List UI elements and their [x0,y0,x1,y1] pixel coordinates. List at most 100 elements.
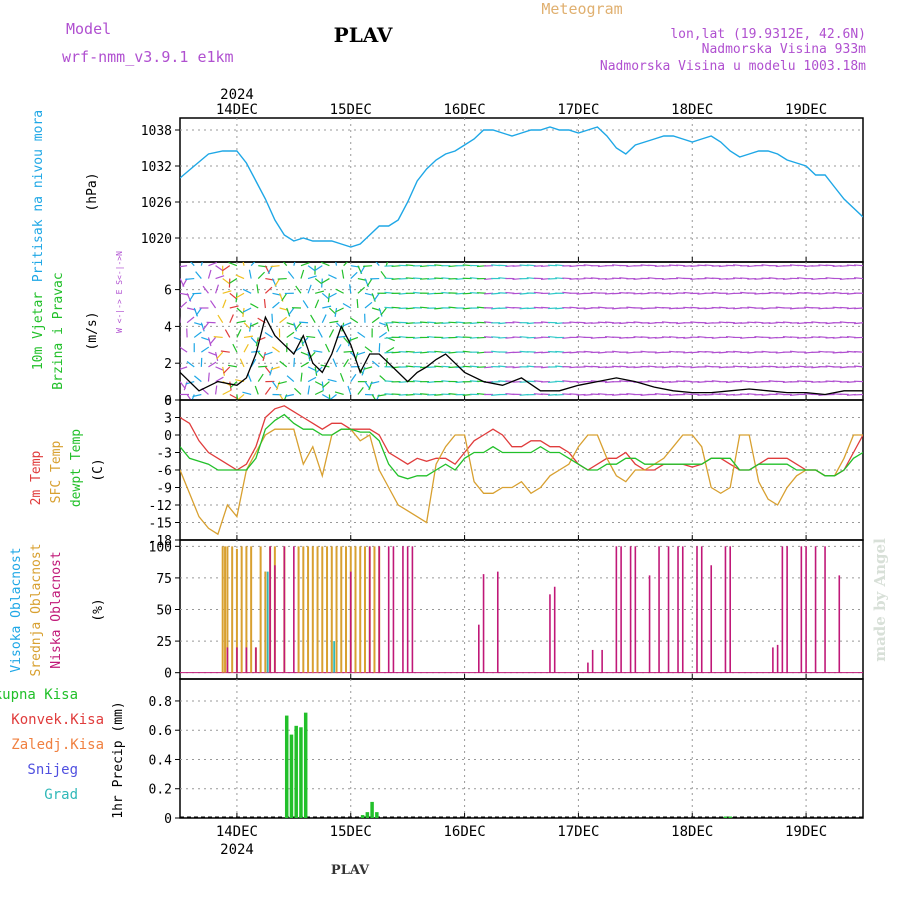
wind-barb [641,337,650,338]
precip-legend-snow: Snijeg [27,762,78,778]
wind-barb [185,279,194,280]
wind-barb [275,279,280,287]
wind-barb [676,265,685,266]
precip-bar [361,815,365,818]
wind-barb [406,394,415,395]
wind-barb [392,352,401,353]
wind-barb [441,366,450,367]
panel-body [172,257,863,404]
y-tick-label: 1032 [141,160,172,175]
wind-barb [237,329,241,337]
bottom-date-label: 16DEC [444,824,486,840]
wind-barb [392,394,401,395]
wind-barb [690,307,699,308]
wind-barb [655,381,664,382]
wind-barb [203,286,208,293]
wind-barb [216,377,224,381]
bottom-date-label: 14DEC [216,824,258,840]
cloud-ylabel-high: Visoka Oblacnost [9,547,24,672]
wind-barb [218,315,223,323]
bottom-date-label: 17DEC [557,824,599,840]
wind-barb [372,394,377,402]
wind-barb [323,382,330,388]
wind-barb [463,293,472,294]
precip-bar [299,727,303,818]
wind-barb [351,272,357,278]
wind-barb [605,367,614,368]
wind-barb [236,275,244,279]
wind-barb [223,367,225,376]
wind-barb [386,347,394,352]
wind-barb [329,394,330,403]
wind-barb [840,307,849,308]
wind-barb [337,344,342,352]
wind-barb [350,284,351,293]
temp-ylabel-dewpt: dewpt Temp [69,429,84,507]
y-tick-label: 2 [164,357,172,372]
wind-barb [257,284,258,293]
precip-bar [290,735,294,818]
wind-barb [328,275,336,279]
temp-line-1 [180,429,863,534]
precip-bar [285,716,289,818]
precip-bar [370,802,374,818]
precip-bar [728,817,732,818]
wind-barb [280,361,287,367]
watermark: made by Angel [871,538,889,662]
y-tick-label: 0.6 [149,724,172,739]
wind-barb [719,394,728,395]
top-date-label: 19DEC [785,102,827,118]
pressure-line [180,127,863,247]
wind-barb [180,302,187,308]
y-tick-label: 0.4 [149,753,173,768]
wind-barb [289,308,294,315]
elevation-text: Nadmorska Visina 933m [702,42,867,57]
wind-barb [840,266,849,267]
pressure-ylabel: Pritisak na nivou mora [31,110,46,282]
wind-barb [265,387,270,394]
precip-bar [294,726,298,818]
wind-barb [208,337,210,346]
wind-barb [555,352,564,353]
y-tick-label: 75 [156,572,172,587]
wind-barb [311,315,316,323]
wind-barb [244,323,250,329]
wind-barb [562,278,571,279]
y-tick-label: 0.8 [149,695,172,710]
y-tick-label: 100 [149,540,172,555]
precip-bar [724,817,728,818]
wind-barb [280,394,285,402]
wind-barb [194,332,201,337]
y-tick-label: -9 [156,482,172,497]
wind-barb [265,332,273,337]
wind-barb [315,279,322,285]
bottom-date-label: 18DEC [671,824,713,840]
wind-barb [427,322,436,323]
y-tick-label: 1038 [141,124,172,139]
wind-barb [740,323,749,324]
meteogram-label: Meteogram [541,0,622,18]
wind-barb [333,359,337,367]
panel-frame [180,118,863,262]
bottom-date-label: 15DEC [330,824,372,840]
top-date-label: 16DEC [444,102,486,118]
footer-station: PLAV [331,863,370,878]
wind-barb [315,291,324,293]
top-date-label: 18DEC [671,102,713,118]
wind-barb [690,352,699,353]
wind-barb [201,347,208,352]
wind-barb [222,266,229,271]
wind-barb [244,344,248,352]
wind-barb [669,382,678,383]
wind-barb [413,278,422,279]
wind-ylabel-sub: Brzina i Pravac [51,272,66,389]
wind-barb [250,304,258,308]
wind-compass: W <-|-> E S<-|->N [115,251,124,333]
wind-barb [184,382,187,391]
wind-barb [833,381,842,382]
wind-barb [216,266,223,271]
wind-barb [210,301,215,308]
wind-barb [315,367,316,376]
top-year: 2024 [220,87,254,103]
wind-barb [308,285,311,293]
